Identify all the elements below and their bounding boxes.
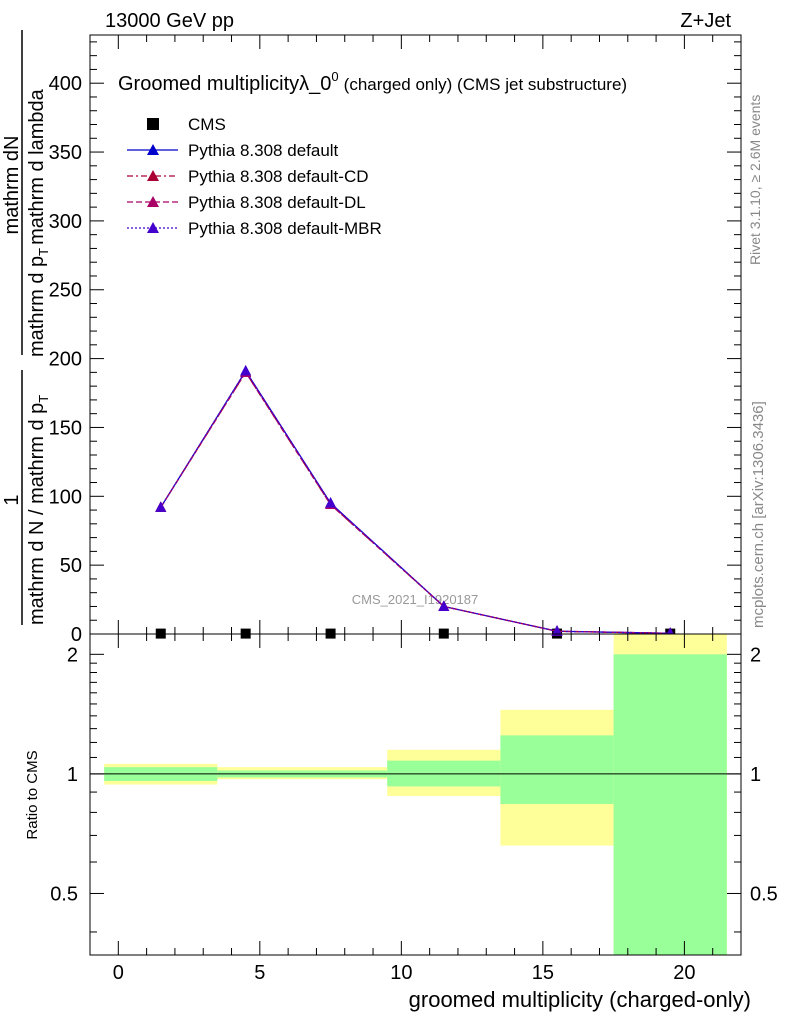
- plot-title-suffix: (charged only) (CMS jet substructure): [344, 75, 627, 94]
- legend-label: Pythia 8.308 default-DL: [188, 193, 366, 212]
- legend-marker-triangle: [147, 222, 159, 233]
- main-y-tick-label: 150: [49, 417, 82, 439]
- ratio-y-axis-label: Ratio to CMS: [24, 750, 41, 839]
- plot-title-main: Groomed multiplicityλ_0: [118, 73, 331, 95]
- legend-label: CMS: [188, 115, 226, 134]
- legend-marker-square: [147, 118, 159, 130]
- series-line: [160, 369, 671, 634]
- ratio-x-tick-labels: 0 5 10 15 20: [113, 962, 696, 984]
- legend-entry: CMS: [147, 115, 226, 134]
- main-y-tick-labels: 0 50 100 150 200 250 300 350 400: [49, 73, 82, 646]
- ratio-y-tick-labels: 0.5 0.5 1 1 2 2: [50, 644, 778, 905]
- main-y-tick-label: 350: [49, 142, 82, 164]
- data-point-triangle: [240, 364, 252, 376]
- ylabel-prefactor-num: 1: [1, 494, 23, 505]
- main-y-tick-label: 100: [49, 486, 82, 508]
- legend-label: Pythia 8.308 default-MBR: [188, 219, 382, 238]
- main-y-tick-label: 400: [49, 73, 82, 95]
- ratio-x-tick-label: 20: [673, 962, 695, 984]
- main-y-tick-label: 0: [71, 624, 82, 646]
- legend-entry: Pythia 8.308 default: [127, 141, 339, 160]
- ratio-y-tick-label: 0.5: [50, 883, 78, 905]
- ratio-panel: 0.5 0.5 1 1 2 2 0 5 10 15 20 Ratio to CMS groomed…: [24, 633, 778, 1012]
- legend-label: Pythia 8.308 default-CD: [188, 167, 369, 186]
- main-y-tick-label: 300: [49, 211, 82, 233]
- ratio-y-tick-label: 1: [67, 764, 78, 786]
- data-point-triangle: [325, 497, 337, 508]
- ratio-x-tick-label: 5: [254, 962, 265, 984]
- ratio-x-tick-label: 10: [390, 962, 412, 984]
- ylabel-denominator-sub: T: [36, 248, 51, 256]
- x-axis-label: groomed multiplicity (charged-only): [409, 987, 751, 1012]
- ylabel-prefactor-den: mathrm d N / mathrm d pT: [26, 395, 51, 625]
- main-y-tick-label: 200: [49, 349, 82, 371]
- ratio-x-tick-label: 15: [532, 962, 554, 984]
- main-y-tick-label: 50: [60, 555, 82, 577]
- legend-entry: Pythia 8.308 default-DL: [127, 193, 366, 212]
- data-point-triangle: [551, 625, 563, 636]
- legend-label: Pythia 8.308 default: [188, 141, 339, 160]
- ratio-bands: [104, 634, 727, 955]
- energy-label: 13000 GeV pp: [105, 10, 234, 32]
- ylabel-denominator-head: mathrm d p: [26, 256, 48, 357]
- main-y-axis-label: 1 mathrm d N / mathrm d pT mathrm dN mat…: [1, 30, 51, 625]
- rivet-label: Rivet 3.1.10, ≥ 2.6M events: [747, 95, 763, 265]
- ratio-y-tick-label-right: 0.5: [750, 883, 778, 905]
- ylabel-numerator: mathrm dN: [1, 136, 23, 235]
- ratio-y-tick-label-right: 1: [750, 764, 761, 786]
- ylabel-prefactor-den-text: mathrm d N / mathrm d p: [26, 403, 48, 625]
- ylabel-denominator: mathrm d pTmathrm d lambda: [26, 88, 51, 357]
- legend-marker-triangle: [147, 196, 159, 207]
- plot-title-sup: 0: [331, 69, 338, 84]
- ratio-x-tick-label: 0: [113, 962, 124, 984]
- plot-title: Groomed multiplicityλ_00 (charged only) (…: [118, 69, 627, 95]
- data-point-triangle: [438, 600, 450, 611]
- ratio-stat-band: [500, 735, 614, 804]
- legend-entry: Pythia 8.308 default-MBR: [127, 219, 382, 238]
- main-y-tick-label: 250: [49, 280, 82, 302]
- ratio-y-tick-label: 2: [67, 644, 78, 666]
- process-label: Z+Jet: [680, 10, 731, 32]
- data-point-triangle: [155, 501, 167, 512]
- main-ticks: [90, 35, 741, 635]
- legend-marker-triangle: [147, 144, 159, 155]
- ratio-stat-band: [613, 654, 727, 955]
- ratio-ticks: [90, 634, 741, 955]
- legend: CMS Pythia 8.308 default Pythia 8.308 defa…: [127, 115, 382, 238]
- analysis-watermark: CMS_2021_I1920187: [352, 592, 479, 607]
- main-panel: 0 50 100 150 200 250 300 350 400 Groomed multipl…: [49, 34, 742, 646]
- legend-entry: Pythia 8.308 default-CD: [127, 167, 369, 186]
- ratio-frame: [89, 633, 742, 956]
- ylabel-prefactor-sub: T: [36, 395, 51, 403]
- legend-marker-triangle: [147, 170, 159, 181]
- mcplots-label: mcplots.cern.ch [arXiv:1306.3436]: [750, 401, 767, 628]
- ylabel-denominator-tail: mathrm d lambda: [26, 88, 48, 244]
- ratio-y-tick-label-right: 2: [750, 644, 761, 666]
